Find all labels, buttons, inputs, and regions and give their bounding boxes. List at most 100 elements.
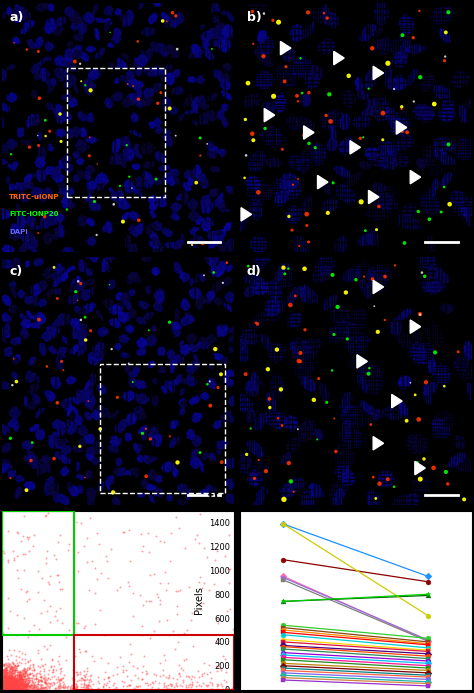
Point	[244, 78, 252, 89]
Point	[29, 671, 36, 682]
Point	[125, 679, 133, 690]
Bar	[73, 635, 234, 690]
Point	[69, 682, 76, 693]
Point	[134, 681, 142, 692]
Point	[204, 552, 211, 563]
Point	[10, 680, 18, 691]
Point	[5, 674, 12, 685]
Point	[124, 577, 131, 588]
Point	[106, 27, 114, 38]
Point	[8, 683, 15, 693]
Point	[199, 677, 206, 688]
Point	[35, 623, 42, 634]
Point	[12, 675, 19, 686]
Point	[0, 678, 7, 690]
Point	[18, 677, 26, 688]
Point	[188, 607, 196, 618]
Point	[51, 683, 59, 693]
Point	[11, 672, 18, 683]
Point	[9, 679, 17, 690]
Point	[0, 672, 8, 683]
Point	[10, 663, 18, 674]
Point	[3, 684, 11, 693]
Point	[5, 678, 13, 690]
Point	[0, 681, 7, 692]
Point	[134, 36, 142, 47]
Point	[64, 681, 71, 692]
Point	[2, 676, 10, 687]
Point	[24, 672, 32, 683]
Point	[74, 565, 82, 577]
Point	[72, 516, 80, 527]
Point	[27, 673, 35, 684]
Point	[12, 679, 19, 690]
Point	[52, 674, 59, 685]
Point	[19, 676, 27, 687]
Point	[85, 679, 92, 690]
Point	[28, 680, 36, 691]
Point	[13, 678, 21, 689]
Point	[213, 614, 221, 625]
Point	[9, 673, 17, 684]
Point	[166, 431, 173, 442]
Point	[0, 679, 7, 690]
Point	[2, 664, 9, 675]
Point	[55, 576, 63, 587]
Point	[18, 669, 26, 680]
Point	[8, 656, 16, 667]
Point	[130, 682, 138, 693]
Point	[460, 494, 468, 505]
Point	[55, 672, 62, 683]
Point	[1, 681, 9, 692]
Point	[29, 660, 37, 671]
Point	[34, 660, 42, 672]
Point	[34, 678, 41, 690]
Point	[84, 678, 91, 690]
Point	[0, 665, 7, 676]
Point	[14, 676, 22, 687]
Point	[7, 674, 14, 685]
Point	[34, 676, 42, 687]
Point	[13, 676, 20, 687]
Point	[147, 683, 155, 693]
Point	[1, 682, 9, 693]
Point	[7, 681, 15, 692]
Point	[32, 669, 40, 680]
Point	[0, 676, 8, 687]
Point	[214, 680, 221, 691]
Point	[0, 680, 8, 691]
Point	[10, 672, 18, 683]
Point	[7, 433, 14, 444]
Point	[10, 353, 18, 365]
Point	[2, 680, 9, 691]
Polygon shape	[373, 437, 383, 450]
Point	[5, 659, 13, 670]
Point	[7, 684, 14, 693]
Point	[12, 676, 19, 687]
Point	[9, 677, 16, 688]
Point	[0, 667, 8, 678]
Point	[4, 680, 11, 691]
Point	[9, 658, 17, 669]
Point	[32, 681, 40, 692]
Point	[83, 681, 91, 692]
Point	[5, 683, 13, 693]
Point	[36, 93, 43, 104]
Point	[242, 114, 249, 125]
Point	[1, 681, 9, 692]
Point	[23, 680, 30, 691]
Point	[15, 683, 22, 693]
Point	[15, 681, 22, 692]
Point	[57, 674, 64, 685]
Bar	[2, 511, 73, 635]
Point	[60, 678, 68, 690]
Point	[156, 658, 164, 669]
Point	[327, 116, 334, 127]
Point	[19, 671, 27, 682]
Point	[1, 679, 9, 690]
Point	[2, 681, 10, 692]
Point	[4, 678, 11, 689]
Point	[138, 621, 146, 632]
Point	[446, 199, 454, 210]
Point	[34, 683, 42, 693]
